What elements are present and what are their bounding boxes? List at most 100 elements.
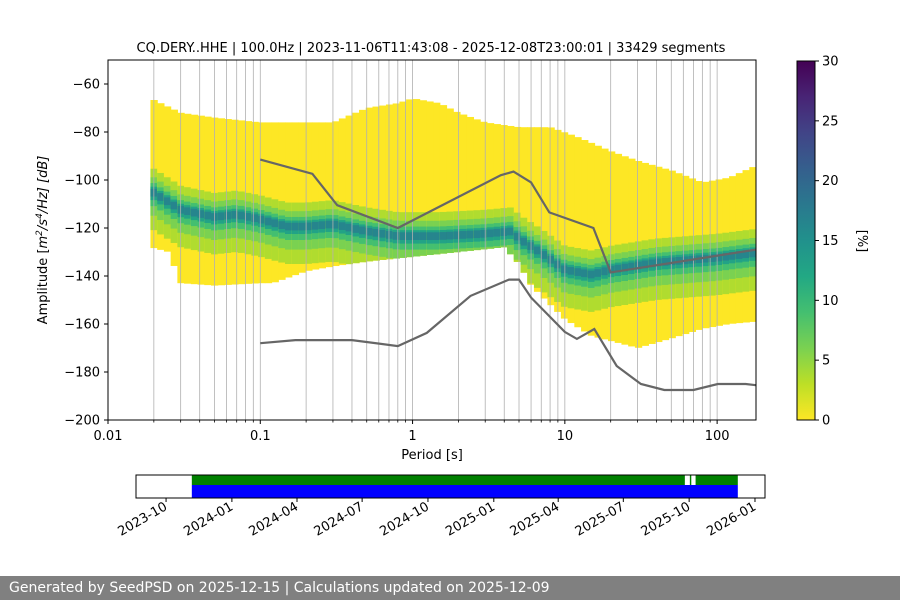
heatmap-cell <box>520 127 528 273</box>
heatmap-cell <box>507 125 515 255</box>
heatmap-cell <box>332 220 340 229</box>
y-axis-label: Amplitude [m2/s4/Hz] [dB] <box>35 156 51 325</box>
heatmap-cell <box>607 265 616 274</box>
x-tick-label: 0.01 <box>94 429 123 444</box>
y-tick-label: −180 <box>64 366 100 381</box>
heatmap-cell <box>298 222 306 231</box>
heatmap-column <box>628 158 636 347</box>
heatmap-column <box>480 121 488 250</box>
heatmap-cell <box>641 260 649 269</box>
heatmap-cell <box>264 217 273 226</box>
heatmap-cell <box>453 231 461 240</box>
heatmap-cell <box>533 246 542 255</box>
heatmap-cell <box>412 99 421 257</box>
colorbar-tick-label: 15 <box>822 234 839 249</box>
heatmap-cell <box>190 208 199 217</box>
heatmap-column <box>163 106 172 252</box>
heatmap-column <box>574 137 582 328</box>
heatmap-cell <box>345 223 353 232</box>
heatmap-column <box>661 168 670 341</box>
heatmap-column <box>231 119 239 285</box>
heatmap-cell <box>419 100 427 256</box>
heatmap-column <box>695 181 703 330</box>
heatmap-cell <box>359 226 367 235</box>
heatmap-cell <box>433 102 441 255</box>
y-tick-label: −100 <box>64 174 100 189</box>
heatmap-cell <box>601 267 609 276</box>
heatmap-cell <box>285 222 293 231</box>
heatmap-cell <box>513 232 522 241</box>
heatmap-cell <box>540 127 549 299</box>
heatmap-column <box>688 178 697 332</box>
heatmap-cell <box>399 232 407 240</box>
heatmap-cell <box>305 122 313 271</box>
heatmap-column <box>197 115 205 285</box>
heatmap-column <box>648 164 656 344</box>
timeline-coverage-bars <box>191 475 738 498</box>
heatmap-cell <box>473 119 481 251</box>
heatmap-cell <box>412 232 421 240</box>
heatmap-cell <box>655 258 663 267</box>
heatmap-cell <box>385 104 394 260</box>
heatmap-column <box>439 105 448 254</box>
heatmap-column <box>264 122 273 284</box>
heatmap-column <box>419 100 427 256</box>
heatmap-column <box>742 170 750 323</box>
psd-plot-area: 0.01 0.1 1 10 100 −60 −80 −100 −120 −140 −160 −180… <box>64 59 757 444</box>
heatmap-cell <box>507 227 515 236</box>
heatmap-column <box>614 153 623 343</box>
heatmap-column <box>204 116 212 286</box>
heatmap-cell <box>244 213 252 221</box>
heatmap-cell <box>352 112 360 264</box>
colorbar-tick-label: 30 <box>822 55 839 70</box>
heatmap-column <box>345 115 353 265</box>
y-tick-label: −140 <box>64 270 100 285</box>
x-axis-ticks: 0.01 0.1 1 10 100 <box>94 420 730 444</box>
heatmap-cell <box>406 99 414 258</box>
heatmap-column <box>533 127 542 292</box>
heatmap-cell <box>547 255 555 264</box>
heatmap-cell <box>466 230 475 239</box>
heatmap-cell <box>446 108 454 253</box>
y-tick-label: −80 <box>73 126 100 141</box>
heatmap-column <box>601 148 609 340</box>
y-tick-label: −60 <box>73 78 100 93</box>
colorbar-gradient <box>796 60 816 421</box>
heatmap-cell <box>628 262 636 271</box>
psd-coverage-bar <box>191 485 738 498</box>
heatmap-column <box>446 108 454 253</box>
heatmap-cell <box>594 269 602 277</box>
heatmap-cell <box>493 228 501 237</box>
heatmap-cell <box>708 254 717 262</box>
heatmap-cell <box>419 232 427 240</box>
heatmap-cell <box>567 134 575 324</box>
timeline-tick-label: 2024-01 <box>181 499 236 539</box>
heatmap-cell <box>318 221 326 229</box>
heatmap-column <box>540 127 549 299</box>
heatmap-column <box>184 113 192 284</box>
heatmap-cell <box>614 264 623 273</box>
heatmap-cell <box>446 231 454 240</box>
data-coverage-bar <box>191 475 738 485</box>
heatmap-cell <box>365 227 374 236</box>
x-tick-label: 10 <box>557 429 574 444</box>
heatmap-cell <box>749 249 756 258</box>
plot-frame <box>107 59 757 421</box>
heatmap-cell <box>661 258 670 266</box>
new-high-noise-model-line <box>260 158 756 274</box>
heatmap-column <box>722 178 730 325</box>
heatmap-column <box>715 179 723 326</box>
heatmap-column <box>244 121 252 284</box>
heatmap-column <box>305 122 313 271</box>
heatmap-cell <box>473 230 481 239</box>
heatmap-cell <box>372 106 380 261</box>
x-tick-label: 100 <box>705 429 730 444</box>
heatmap-column <box>641 162 649 346</box>
colorbar-tick-label: 0 <box>822 414 830 429</box>
heatmap-column <box>675 173 683 337</box>
heatmap-column <box>587 142 596 336</box>
heatmap-cell <box>392 103 400 259</box>
heatmap-column <box>547 127 555 306</box>
heatmap-column <box>251 121 259 284</box>
heatmap-column <box>702 181 710 329</box>
